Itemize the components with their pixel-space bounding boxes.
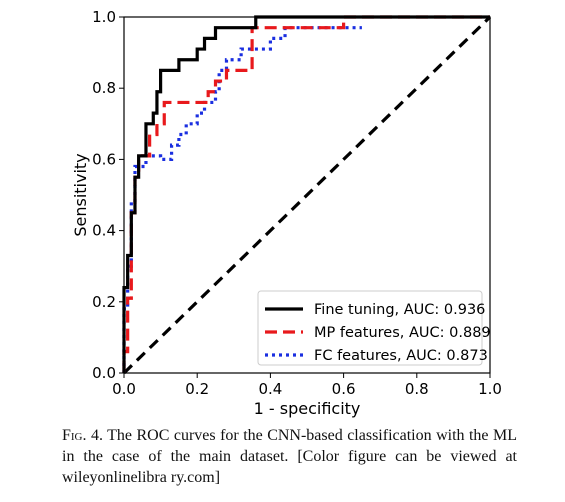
x-tick-label: 0.6 [332,380,356,398]
x-tick-label: 0.4 [258,380,282,398]
y-tick-label: 0.8 [92,79,116,97]
x-tick-label: 1.0 [478,380,502,398]
roc-curve-mp-features [122,15,490,373]
caption-label: Fig. 4. [62,427,103,444]
y-tick-label: 0.4 [92,222,116,240]
x-tick-label: 0.8 [405,380,429,398]
series-layer [122,15,490,373]
roc-chart: 0.0 0.2 0.4 0.6 0.8 1.0 0.0 0.2 0.4 0.6 0.8 1.0 1 … [71,8,502,418]
legend-box [257,290,483,366]
x-axis: 0.0 0.2 0.4 0.6 0.8 1.0 [112,373,502,398]
plot-frame [123,16,491,374]
legend-label: MP features, AUC: 0.889 [314,325,491,341]
y-tick-label: 1.0 [92,8,116,26]
y-axis: 0.0 0.2 0.4 0.6 0.8 1.0 [92,8,124,382]
reference-diagonal-layer [122,15,492,375]
y-tick-label: 0.0 [92,364,116,382]
x-tick-label: 0.0 [112,380,136,398]
x-tick-label: 0.2 [185,380,209,398]
legend-items: Fine tuning, AUC: 0.936 MP features, AUC:… [265,302,491,364]
legend: Fine tuning, AUC: 0.936 MP features, AUC:… [257,290,491,366]
y-tick-label: 0.6 [92,150,116,168]
x-axis-label: 1 - specificity [254,399,361,418]
roc-curve-fc-features [122,26,362,373]
chance-diagonal-line [122,15,492,375]
y-tick-label: 0.2 [92,293,116,311]
caption-text: The ROC curves for the CNN-based classif… [62,427,517,486]
legend-label: Fine tuning, AUC: 0.936 [314,302,485,318]
y-axis-label: Sensitivity [71,153,90,236]
figure-caption: Fig. 4. The ROC curves for the CNN-based… [62,425,517,488]
legend-label: FC features, AUC: 0.873 [314,348,488,364]
roc-curve-fine-tuning [122,15,490,373]
